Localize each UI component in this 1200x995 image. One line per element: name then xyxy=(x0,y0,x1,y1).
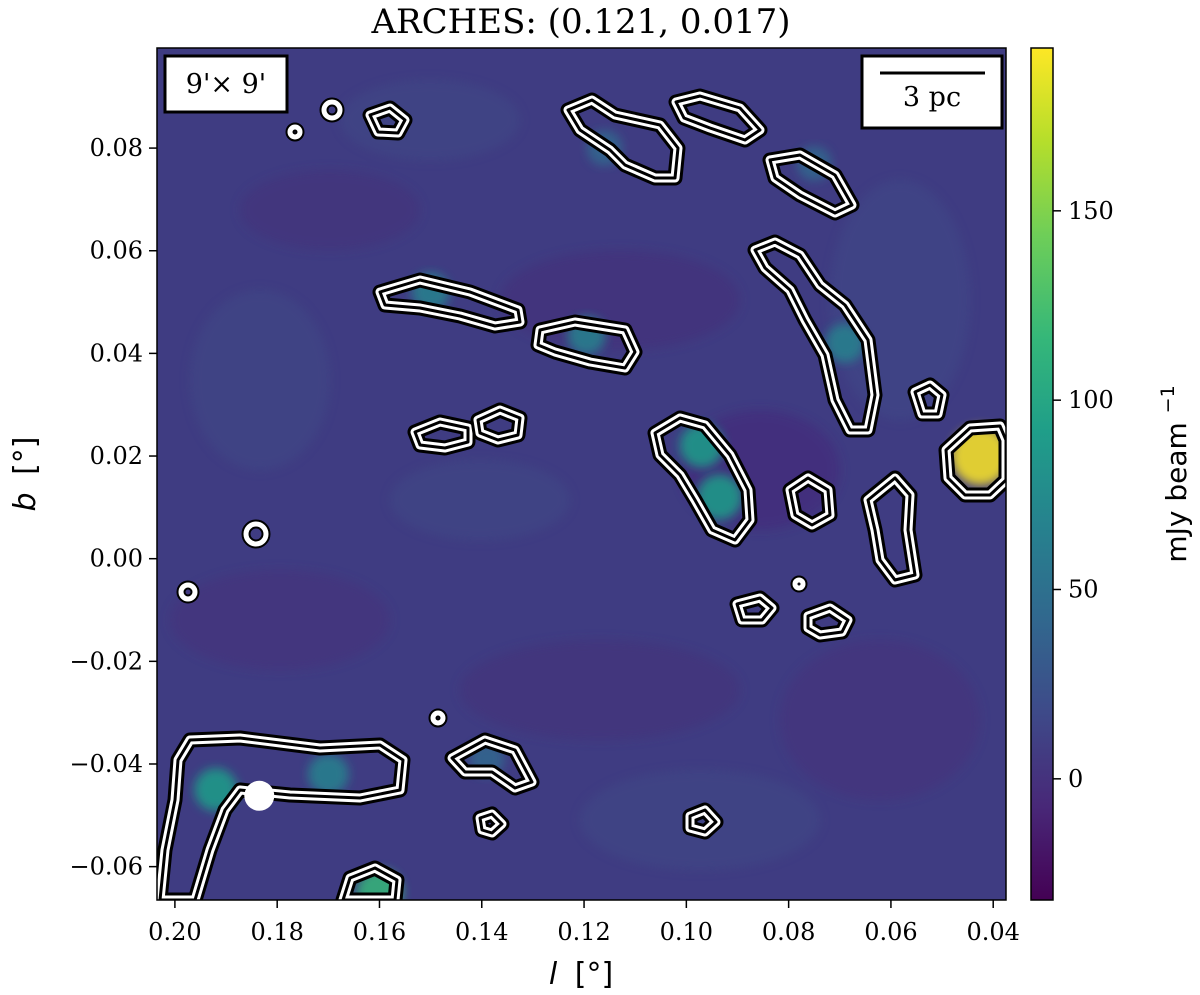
contour-line xyxy=(287,124,303,140)
scale-bar-label: 3 pc xyxy=(903,82,961,113)
contour-inner xyxy=(735,596,774,622)
colorbar-tick-label: 0 xyxy=(1068,765,1083,793)
contour-inner xyxy=(536,320,637,370)
contour-line xyxy=(243,521,269,547)
chart-title: ARCHES: (0.121, 0.017) xyxy=(370,2,790,42)
contour-inner xyxy=(341,866,399,900)
contour-inner xyxy=(944,424,1006,497)
contour-inner xyxy=(653,416,752,542)
y-axis-unit: [°] xyxy=(8,436,43,474)
x-tick-label: 0.18 xyxy=(250,918,303,946)
colorbar-gradient xyxy=(1030,47,1054,901)
colorbar: 0 50 100 150 mJy beam −1 xyxy=(1030,47,1193,901)
x-axis-unit: [°] xyxy=(575,957,613,992)
x-axis: 0.20 0.18 0.16 0.14 0.12 0.10 0.08 0.06 0.04 xyxy=(148,900,1020,946)
field-size-text: 9'× 9' xyxy=(186,69,266,100)
contour-inner xyxy=(688,808,718,834)
heatmap-image xyxy=(157,48,1006,900)
contour-line xyxy=(792,577,806,591)
contour-inner xyxy=(158,736,405,900)
contour-inner xyxy=(478,812,504,835)
x-axis-variable: l xyxy=(549,957,558,992)
x-tick-label: 0.08 xyxy=(762,918,815,946)
contour-line xyxy=(430,710,446,726)
colorbar-tick-label: 150 xyxy=(1068,197,1114,225)
contour-inner xyxy=(368,106,407,135)
contour-line xyxy=(178,582,198,602)
scale-bar: 3 pc xyxy=(860,54,1004,130)
x-tick-label: 0.10 xyxy=(660,918,713,946)
y-tick-label: 0.06 xyxy=(90,237,143,265)
contour-inner xyxy=(450,738,534,790)
contour-line xyxy=(321,99,343,121)
x-tick-label: 0.20 xyxy=(148,918,201,946)
y-tick-label: 0.02 xyxy=(90,442,143,470)
x-tick-label: 0.12 xyxy=(557,918,610,946)
contour-inner xyxy=(378,278,522,328)
contour-inner xyxy=(768,153,854,215)
y-tick-label: 0.08 xyxy=(90,134,143,162)
colorbar-tick-label: 50 xyxy=(1068,575,1099,603)
position-marker xyxy=(244,780,275,811)
colorbar-label: mJy beam −1 xyxy=(1157,385,1193,562)
contour-inner xyxy=(806,606,850,637)
x-tick-label: 0.04 xyxy=(966,918,1019,946)
contour-inner xyxy=(788,476,832,527)
field-size-label: 9'× 9' xyxy=(163,54,289,114)
contour-inner xyxy=(753,240,877,432)
plot-frame xyxy=(156,47,1007,901)
contour-inner xyxy=(566,98,680,180)
y-axis: −0.06 −0.04 −0.02 0.00 0.02 0.04 0.06 0.08 xyxy=(69,134,157,881)
x-axis-label: l [°] xyxy=(549,957,613,992)
x-tick-label: 0.14 xyxy=(455,918,508,946)
colorbar-label-text: mJy beam xyxy=(1160,422,1193,562)
emission-peak xyxy=(307,753,349,795)
x-tick-label: 0.06 xyxy=(864,918,917,946)
y-tick-label: −0.04 xyxy=(69,750,143,778)
contour-inner xyxy=(413,420,470,450)
y-tick-label: −0.06 xyxy=(69,853,143,881)
y-tick-label: −0.02 xyxy=(69,647,143,675)
contour-inner xyxy=(674,94,762,142)
contour-inner xyxy=(913,383,944,416)
colorbar-label-exponent: −1 xyxy=(1157,385,1179,413)
y-axis-variable: b xyxy=(8,492,43,511)
x-tick-label: 0.16 xyxy=(353,918,406,946)
y-tick-label: 0.00 xyxy=(90,545,143,573)
contour-inner xyxy=(866,476,917,582)
colorbar-tick-label: 100 xyxy=(1068,386,1114,414)
y-axis-label: b [°] xyxy=(8,436,43,511)
contour-inner xyxy=(476,408,522,442)
y-tick-label: 0.04 xyxy=(90,339,143,367)
